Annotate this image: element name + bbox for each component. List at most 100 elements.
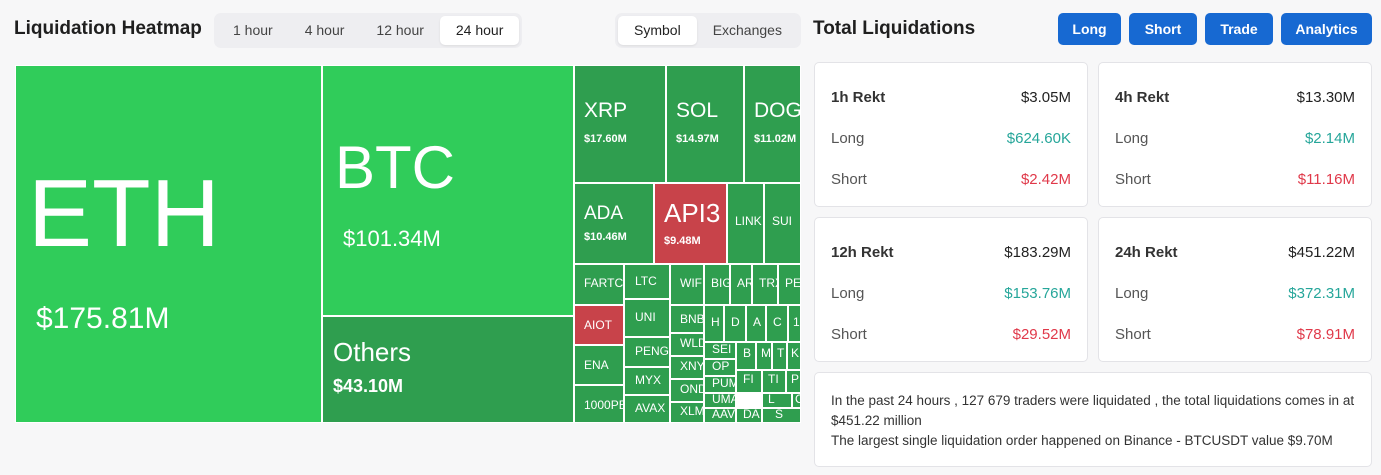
cell-symbol: 1000PEPE <box>584 398 623 412</box>
cell-symbol: AAVE <box>712 408 736 421</box>
treemap-cell-bigtime[interactable]: BIGTIME <box>704 264 730 305</box>
treemap-cell-xny[interactable]: XNY <box>670 356 704 379</box>
cell-symbol: C <box>773 315 782 329</box>
treemap-cell-t[interactable]: T <box>772 342 787 370</box>
short-label: Short <box>1115 326 1151 343</box>
card-period: 24h Rekt <box>1115 244 1178 261</box>
treemap-cell-1[interactable]: 1 <box>788 305 801 342</box>
long-label: Long <box>1115 285 1149 302</box>
short-label: Short <box>831 171 867 188</box>
treemap-cell-eth[interactable]: ETH $175.81M <box>15 65 322 423</box>
treemap-cell-fi[interactable]: FI <box>736 370 762 393</box>
treemap-cell-op[interactable]: OP <box>704 359 736 376</box>
treemap-cell-btc[interactable]: BTC $101.34M <box>322 65 574 316</box>
treemap-cell-k[interactable]: K <box>787 342 801 370</box>
treemap-cell-sui[interactable]: SUI <box>764 183 801 264</box>
card-total: $183.29M <box>1004 244 1071 261</box>
treemap-cell-cr[interactable]: CR <box>792 393 801 408</box>
treemap-cell-uma[interactable]: UMA <box>704 393 736 408</box>
tab-4-hour[interactable]: 4 hour <box>304 22 345 38</box>
cell-symbol: S <box>775 408 784 421</box>
treemap-cell-wld[interactable]: WLD <box>670 333 704 356</box>
treemap-cell-trx[interactable]: TRX <box>752 264 778 305</box>
long-amount: $153.76M <box>1004 285 1071 302</box>
cell-symbol: LINK <box>735 214 762 228</box>
cell-symbol: SUI <box>772 214 793 228</box>
cell-symbol: ETH <box>28 160 220 267</box>
treemap-cell-sol[interactable]: SOL $14.97M <box>666 65 744 183</box>
analytics-button[interactable]: Analytics <box>1281 13 1372 45</box>
treemap-cell-l[interactable]: L <box>762 393 792 408</box>
treemap-cell-h[interactable]: H <box>704 305 724 342</box>
treemap-cell-pengu[interactable]: PENGU <box>624 337 670 367</box>
treemap-cell-ada[interactable]: ADA $10.46M <box>574 183 654 264</box>
tab-12-hour[interactable]: 12 hour <box>376 22 424 38</box>
long-button[interactable]: Long <box>1058 13 1121 45</box>
treemap-cell-uni[interactable]: UNI <box>624 299 670 337</box>
treemap-cell-aave[interactable]: AAVE <box>704 408 736 423</box>
cell-symbol: AVAX <box>635 401 666 415</box>
cell-symbol: SOL <box>676 99 719 122</box>
treemap-cell-link[interactable]: LINK <box>727 183 764 264</box>
card-1h: 1h Rekt $3.05M Long $624.60K Short $2.42M <box>814 62 1088 207</box>
treemap-cell-m[interactable]: M <box>756 342 772 370</box>
cell-value: $17.60M <box>584 133 627 145</box>
tab-symbol[interactable]: Symbol <box>618 16 697 45</box>
treemap-cell-xlm[interactable]: XLM <box>670 402 704 423</box>
treemap-cell-bnb[interactable]: BNB <box>670 305 704 333</box>
treemap-cell-fartcoin[interactable]: FARTCOIN <box>574 264 624 305</box>
short-amount: $2.42M <box>1020 171 1071 188</box>
cell-value: $9.48M <box>664 235 701 247</box>
long-amount: $624.60K <box>1006 130 1071 147</box>
tab-24-hour[interactable]: 24 hour <box>439 16 520 45</box>
treemap-cell-wif[interactable]: WIF <box>670 264 704 305</box>
summary-line-1: In the past 24 hours , 127 679 traders w… <box>831 393 1355 428</box>
card-total: $451.22M <box>1288 244 1355 261</box>
treemap-cell-doge[interactable]: DOGE $11.02M <box>744 65 801 183</box>
treemap-cell-s[interactable]: S <box>762 408 801 423</box>
cell-symbol: CR <box>795 394 800 405</box>
short-amount: $29.52M <box>1012 326 1071 343</box>
treemap-cell-a[interactable]: A <box>746 305 766 342</box>
cell-symbol: WIF <box>680 276 702 290</box>
cell-symbol: T <box>777 346 785 360</box>
treemap-cell-da[interactable]: DA <box>736 408 762 423</box>
short-amount: $11.16M <box>1297 171 1355 188</box>
treemap-cell-c[interactable]: C <box>766 305 788 342</box>
treemap-cell-ondo[interactable]: ONDO <box>670 379 704 402</box>
treemap-cell-arb[interactable]: ARB <box>730 264 752 305</box>
treemap-cell-ena[interactable]: ENA <box>574 345 624 385</box>
treemap-cell-aiot[interactable]: AIOT <box>574 305 624 345</box>
treemap-cell-pepe[interactable]: PEPE <box>778 264 801 305</box>
tab-1-hour[interactable]: 1 hour <box>233 22 273 38</box>
treemap-cell-pump[interactable]: PUMP <box>704 376 736 393</box>
long-amount: $2.14M <box>1304 130 1355 147</box>
treemap-cell-b[interactable]: B <box>736 342 756 370</box>
treemap-cell-avax[interactable]: AVAX <box>624 395 670 423</box>
treemap-cell-ltc[interactable]: LTC <box>624 264 670 299</box>
cell-symbol: BTC <box>335 134 455 201</box>
treemap-cell-xrp[interactable]: XRP $17.60M <box>574 65 666 183</box>
short-button[interactable]: Short <box>1129 13 1197 45</box>
treemap-cell-d[interactable]: D <box>724 305 746 342</box>
treemap-cell-others[interactable]: Others $43.10M <box>322 316 574 423</box>
cell-symbol: PEPE <box>785 276 801 290</box>
cell-symbol: PENGU <box>635 344 670 358</box>
cell-symbol: TRX <box>759 276 777 290</box>
tab-exchanges[interactable]: Exchanges <box>712 22 782 38</box>
treemap-cell-p[interactable]: P <box>786 370 801 393</box>
cell-symbol: AIOT <box>584 318 613 332</box>
cell-symbol: DOGE <box>754 99 801 122</box>
treemap-cell-1000pepe[interactable]: 1000PEPE <box>574 385 624 423</box>
trade-button[interactable]: Trade <box>1205 13 1273 45</box>
treemap-cell-sei[interactable]: SEI <box>704 342 736 359</box>
treemap-cell-ti[interactable]: TI <box>762 370 786 393</box>
cell-symbol: FARTCOIN <box>584 276 624 290</box>
card-4h: 4h Rekt $13.30M Long $2.14M Short $11.16M <box>1098 62 1372 207</box>
treemap-cell-api3[interactable]: API3 $9.48M <box>654 183 727 264</box>
cell-symbol: L <box>768 393 775 406</box>
treemap-cell-myx[interactable]: MYX <box>624 367 670 395</box>
cell-symbol: ADA <box>584 203 624 224</box>
short-label: Short <box>1115 171 1151 188</box>
cell-value: $175.81M <box>36 302 170 335</box>
